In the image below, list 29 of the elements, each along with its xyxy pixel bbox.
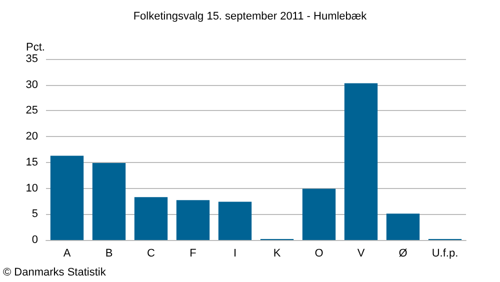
y-tick-label: 25 (26, 104, 38, 117)
y-tick-label: 35 (26, 53, 38, 65)
y-tick-label: 15 (26, 156, 38, 168)
text: © Danmarks Statistik (3, 266, 106, 278)
y-tick-label: 10 (26, 182, 38, 194)
bar (134, 197, 168, 240)
x-tick-label: A (63, 248, 72, 260)
x-tick-label: K (273, 248, 282, 260)
y-axis-title: Pct. (26, 42, 45, 54)
bar (344, 83, 378, 240)
x-tick-label: U.f.p. (432, 248, 458, 260)
x-tick-label: B (105, 248, 113, 260)
chart-title: Folketingsvalg 15. september 2011 - Humlebæk (133, 10, 368, 22)
x-tick-label: Ø (398, 248, 408, 260)
y-tick-label: 20 (26, 130, 38, 143)
bar (218, 202, 252, 240)
bar (92, 162, 126, 240)
x-tick-label: I (233, 248, 237, 260)
bar (50, 156, 84, 240)
bar (176, 200, 210, 240)
y-tick-label: 0 (32, 234, 38, 246)
x-tick-label: V (357, 248, 366, 260)
y-tick-label: 30 (26, 78, 38, 91)
x-tick-label: F (190, 248, 197, 260)
y-tick-label: 5 (32, 208, 38, 220)
x-tick-label: C (147, 248, 156, 260)
x-tick-label: O (314, 248, 324, 260)
bar (386, 214, 420, 240)
bar (302, 188, 336, 240)
